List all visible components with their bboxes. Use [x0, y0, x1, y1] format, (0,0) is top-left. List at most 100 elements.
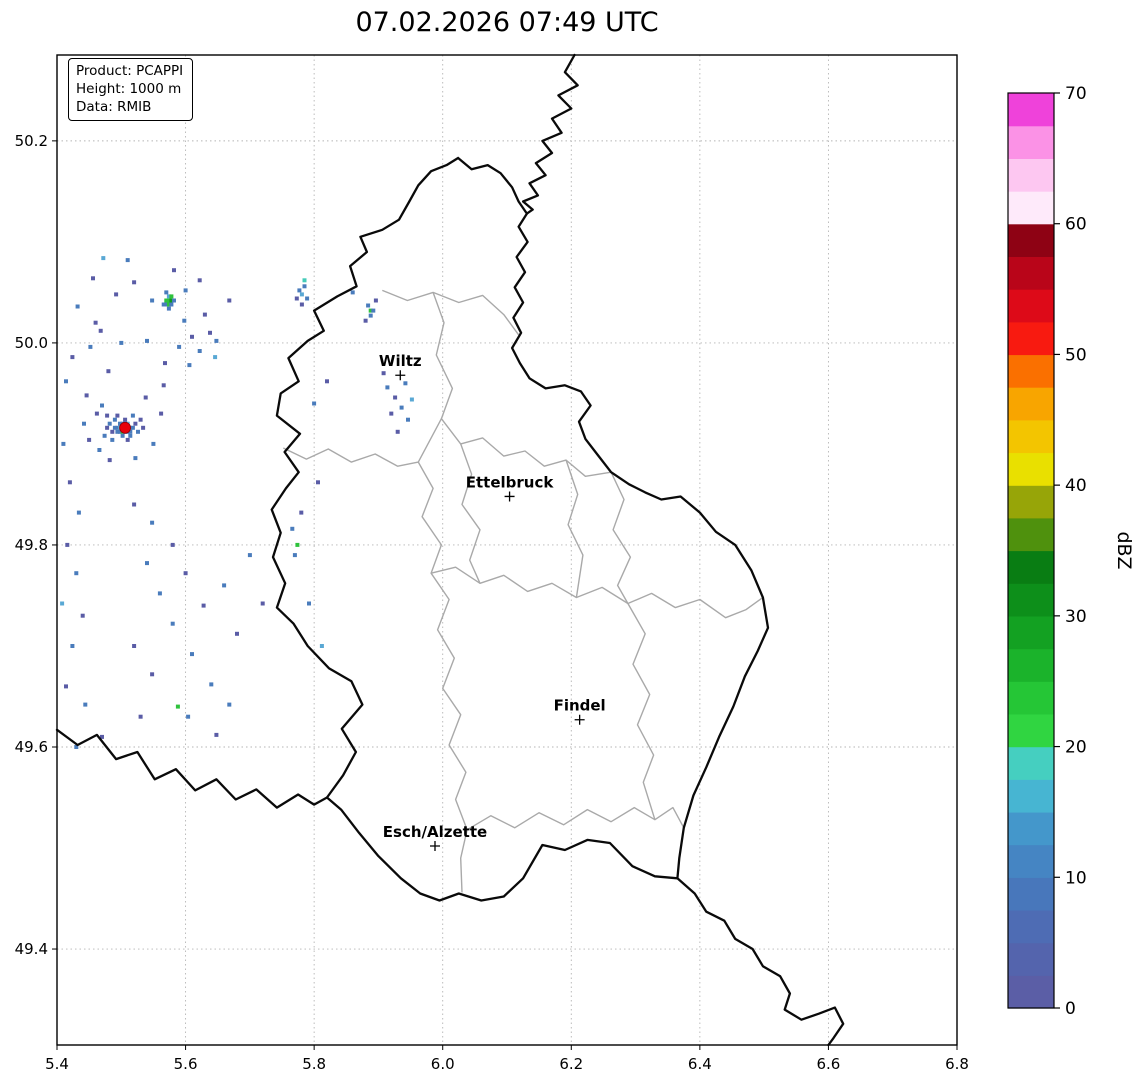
colorbar-segment: [1008, 387, 1054, 421]
radar-echo: [381, 371, 386, 376]
radar-echo: [110, 437, 115, 442]
radar-echo: [132, 502, 137, 507]
radar-echo: [64, 379, 68, 384]
radar-echo: [290, 526, 295, 531]
x-tick-label: 6.2: [559, 1055, 583, 1073]
radar-echo: [197, 349, 202, 353]
radar-echo: [157, 591, 162, 596]
y-tick-label: 49.4: [15, 940, 48, 958]
colorbar-segment: [1008, 648, 1054, 682]
regional-border: [460, 443, 481, 584]
national-border: [676, 877, 845, 1047]
city-marker: [574, 714, 585, 725]
colorbar-segment: [1008, 811, 1054, 846]
colorbar-tick-label: 40: [1065, 476, 1087, 496]
radar-echo: [132, 644, 137, 648]
radar-echo: [169, 294, 174, 299]
colorbar-segment: [1008, 844, 1054, 878]
radar-echo: [399, 405, 404, 410]
colorbar-segment: [1008, 93, 1054, 127]
radar-echo: [107, 421, 112, 426]
radar-echo: [102, 433, 107, 438]
radar-echo: [143, 395, 148, 400]
radar-echo: [136, 429, 140, 434]
radar-echo: [123, 417, 128, 422]
radar-echo: [260, 601, 265, 606]
colorbar-tick-label: 70: [1065, 84, 1087, 104]
colorbar-tick-label: 20: [1065, 738, 1087, 758]
radar-echo: [316, 480, 320, 485]
colorbar-segment: [1008, 125, 1054, 159]
colorbar-tick-label: 60: [1065, 215, 1087, 235]
radar-echo: [130, 425, 135, 430]
radar-site-marker: [119, 421, 131, 434]
radar-echo: [302, 278, 307, 283]
radar-echo: [164, 298, 169, 303]
radar-echo: [105, 413, 110, 418]
x-tick-label: 6.4: [688, 1055, 712, 1073]
colorbar-tick-label: 50: [1065, 345, 1087, 365]
radar-echo: [106, 369, 111, 374]
radar-echo: [97, 448, 102, 452]
radar-echo: [368, 308, 373, 313]
radar-echo: [209, 682, 214, 687]
colorbar-segment: [1008, 158, 1054, 192]
colorbar-frame: [1007, 92, 1055, 1009]
regional-border: [382, 289, 520, 336]
radar-echo: [105, 425, 110, 430]
radar-echo: [222, 583, 227, 588]
radar-echo: [190, 652, 194, 657]
radar-echo: [80, 613, 85, 618]
colorbar-segment: [1008, 779, 1054, 813]
radar-echo: [87, 437, 92, 442]
colorbar-segment: [1008, 419, 1054, 454]
plot-title: 07.02.2026 07:49 UTC: [355, 7, 659, 38]
radar-echo: [132, 280, 137, 285]
radar-echo: [166, 298, 171, 303]
info-box-height-line: Height: 1000 m: [76, 81, 182, 98]
radar-echo: [64, 684, 68, 689]
radar-echo: [385, 385, 390, 390]
radar-echo: [299, 510, 304, 515]
radar-echo: [161, 302, 166, 307]
radar-echo: [112, 425, 117, 430]
radar-echo: [175, 704, 180, 709]
radar-echo: [183, 571, 188, 576]
radar-echo: [119, 340, 124, 345]
radar-echo: [319, 644, 324, 648]
radar-echo: [295, 542, 300, 547]
radar-echo: [170, 621, 175, 626]
radar-echo: [150, 520, 155, 525]
radar-echo: [76, 510, 81, 515]
y-tick-label: 50.2: [15, 132, 48, 150]
national-border: [270, 156, 770, 902]
radar-echo: [98, 328, 103, 333]
radar-echo: [363, 318, 368, 323]
radar-echo: [366, 303, 371, 308]
colorbar-segment: [1008, 191, 1054, 225]
radar-echo: [151, 441, 156, 446]
radar-echo: [125, 437, 130, 442]
x-tick-label: 5.6: [174, 1055, 198, 1073]
colorbar-segment: [1008, 321, 1054, 356]
radar-echo: [61, 441, 66, 446]
x-tick-label: 6.6: [816, 1055, 840, 1073]
radar-echo: [197, 278, 202, 283]
colorbar-segment: [1008, 550, 1054, 584]
radar-echo: [186, 714, 191, 719]
colorbar-segment: [1008, 975, 1054, 1009]
radar-echo: [120, 433, 125, 438]
colorbar-tick-label: 0: [1065, 999, 1076, 1019]
colorbar-segment: [1008, 583, 1054, 617]
radar-echo: [297, 288, 302, 293]
radar-echo: [169, 298, 174, 303]
y-tick-label: 49.6: [15, 738, 48, 756]
radar-echo: [150, 672, 155, 677]
radar-echo: [65, 542, 70, 547]
colorbar-segment: [1008, 942, 1054, 976]
radar-echo: [75, 304, 80, 309]
radar-echo: [145, 338, 149, 343]
radar-echo: [138, 714, 143, 719]
colorbar-segment: [1008, 713, 1054, 748]
radar-echo: [202, 312, 207, 317]
